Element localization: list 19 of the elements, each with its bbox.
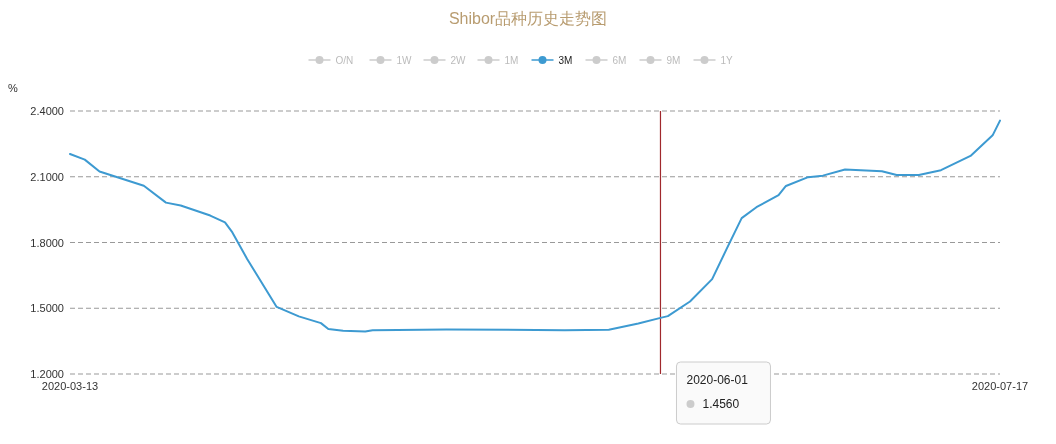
legend-label: 1M — [504, 55, 519, 66]
legend-label: 1W — [396, 55, 413, 66]
y-tick-label: 2.1000 — [30, 170, 64, 183]
text: 1.4560 — [702, 397, 740, 411]
y-tick-label: 1.5000 — [30, 302, 64, 315]
x-tick-label: 2020-07-17 — [971, 380, 1029, 392]
y-tick-label: 2.4000 — [30, 105, 64, 117]
annotation: 2020-06-01 — [686, 373, 749, 387]
chart-title: Shibor品种历史走势图 — [448, 10, 608, 27]
legend-label: O/N — [335, 55, 354, 66]
legend-label: 6M — [612, 55, 627, 66]
y-tick-label: 1.8000 — [30, 236, 64, 249]
y-axis-title: % — [8, 82, 18, 94]
legend-label: 1Y — [720, 55, 734, 66]
y-tick-label: 1.2000 — [30, 368, 64, 380]
legend-label: 9M — [666, 55, 681, 66]
x-tick-label: 2020-03-13 — [41, 380, 99, 392]
legend-label: 2W — [450, 55, 467, 66]
legend-label: 3M — [558, 55, 573, 66]
